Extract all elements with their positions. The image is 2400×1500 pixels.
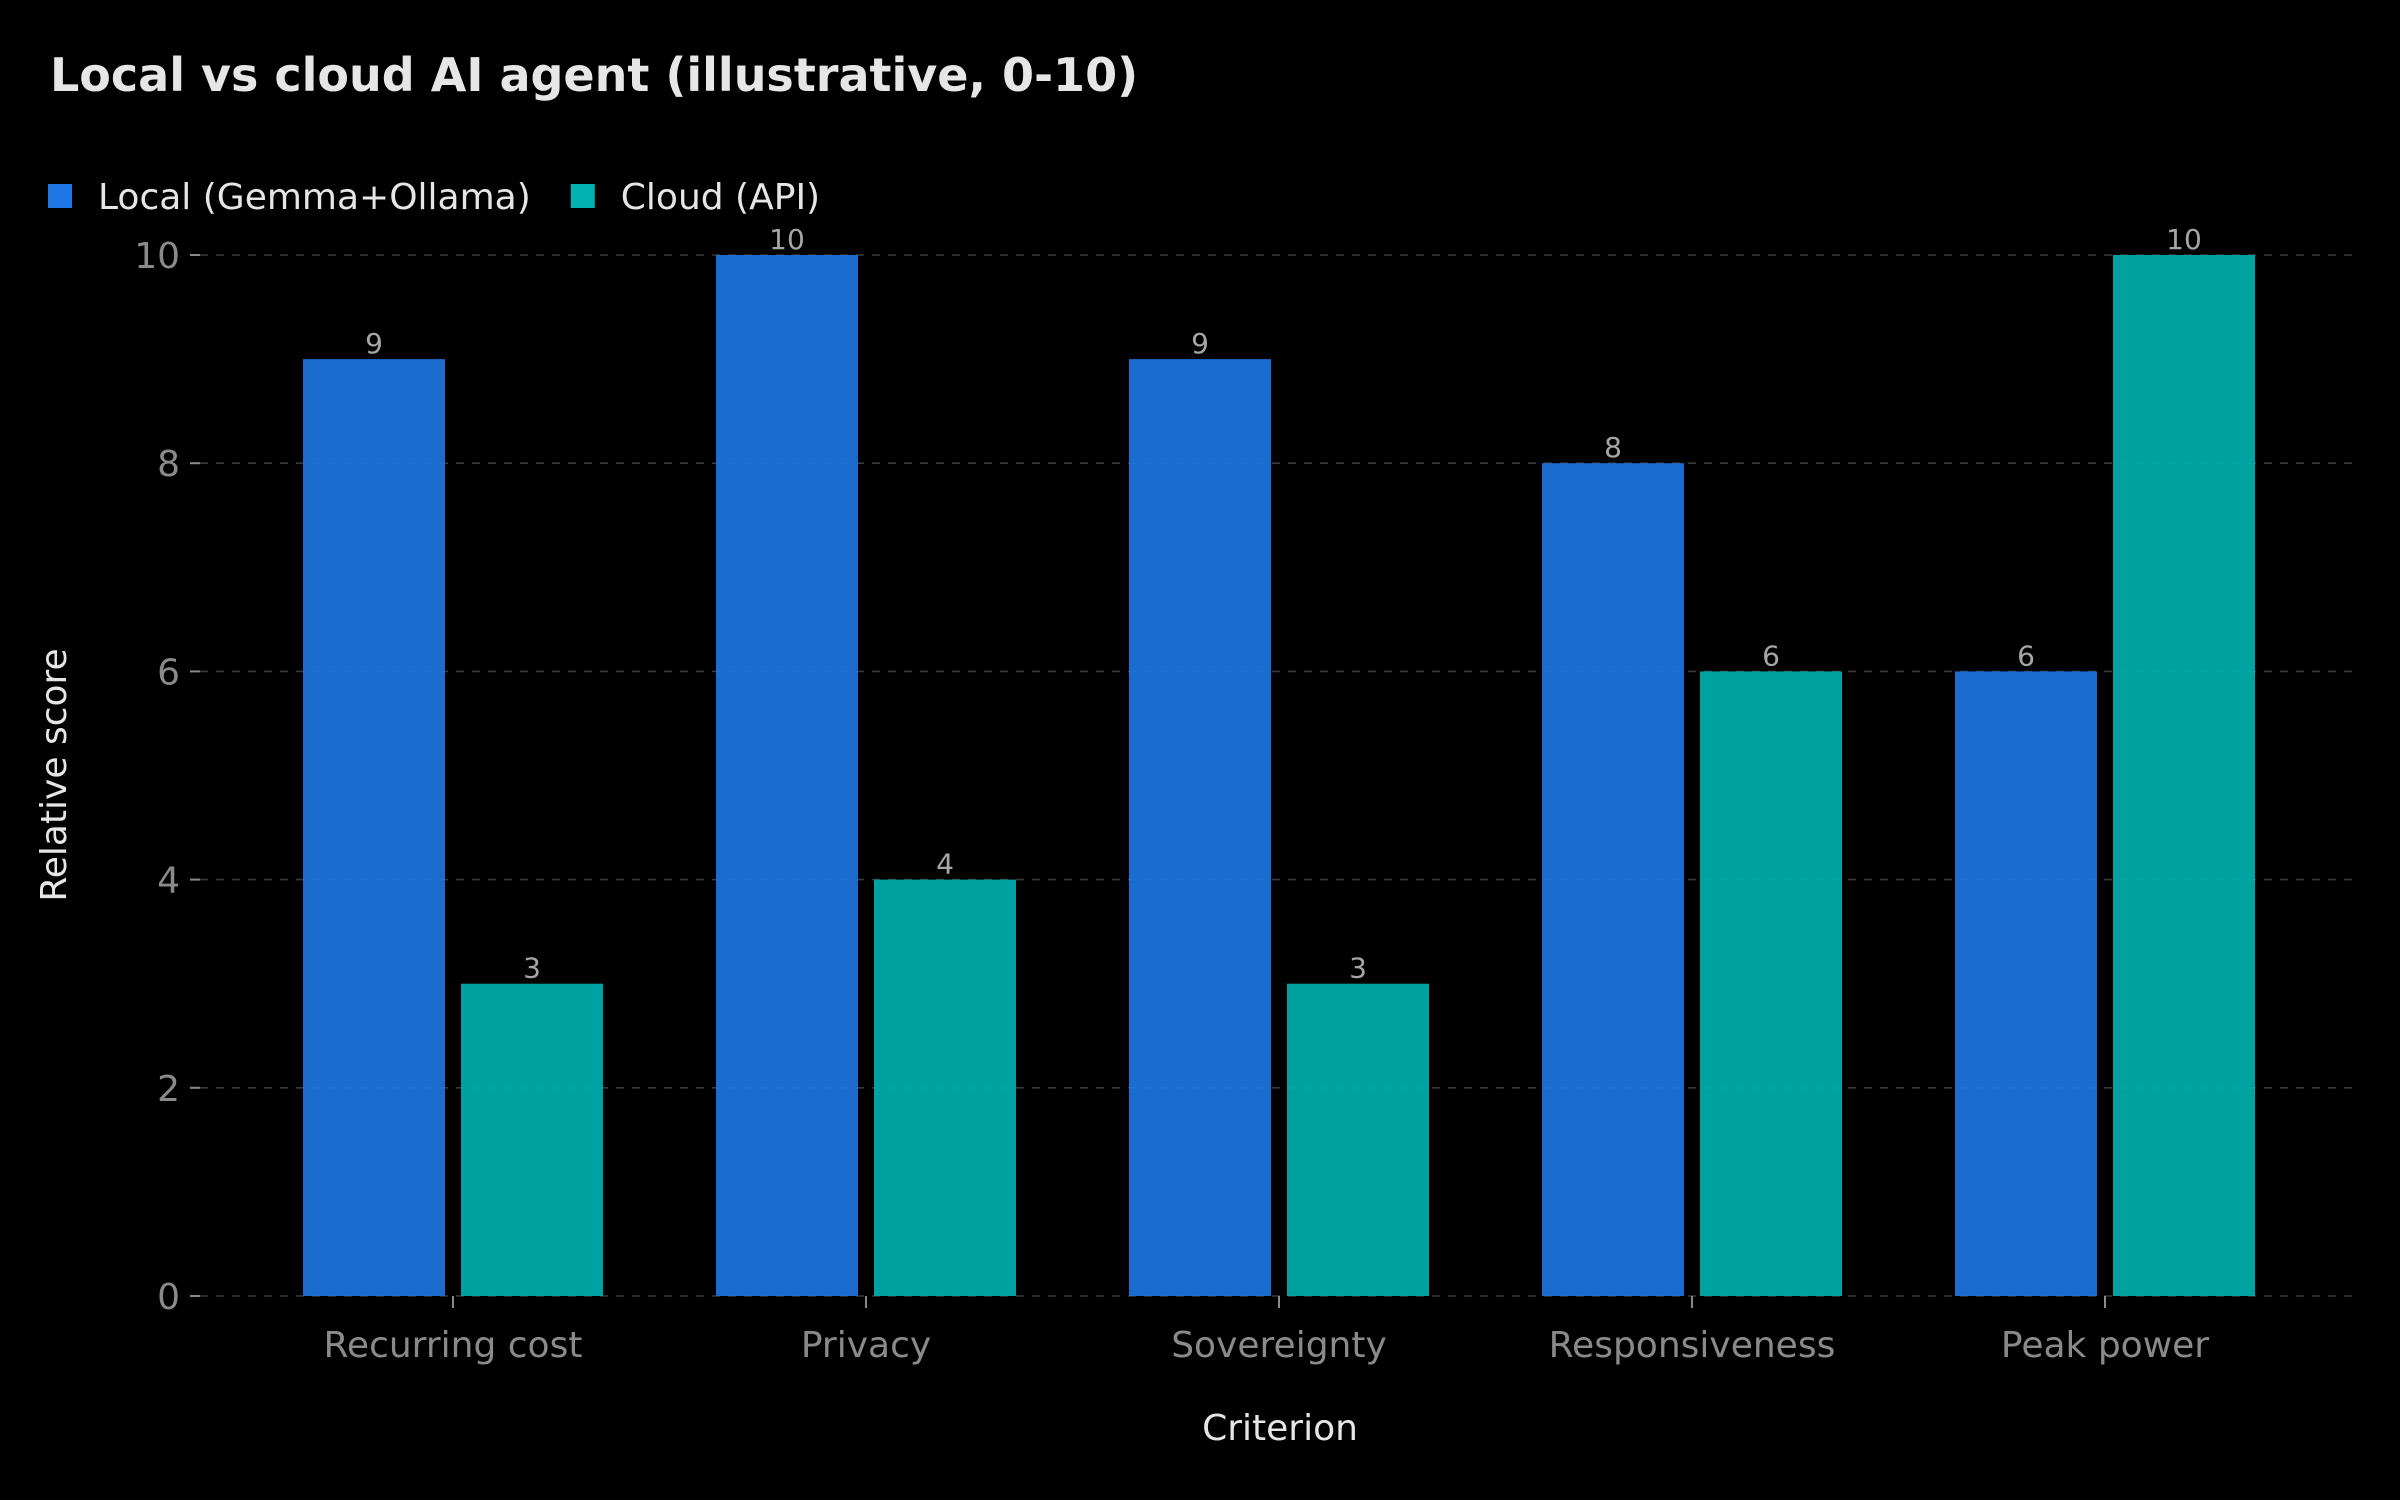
- bar: [461, 983, 603, 1296]
- y-tick-label: 2: [157, 1069, 180, 1110]
- x-tick-label: Sovereignty: [1171, 1325, 1387, 1366]
- y-tick-label: 6: [157, 652, 180, 693]
- bar: [303, 359, 445, 1297]
- bar: [716, 255, 858, 1296]
- data-label: 4: [936, 848, 954, 881]
- x-tick-label: Recurring cost: [324, 1325, 583, 1366]
- legend-swatch: [48, 184, 72, 208]
- chart-title: Local vs cloud AI agent (illustrative, 0…: [50, 48, 1139, 102]
- legend-label: Local (Gemma+Ollama): [98, 177, 531, 218]
- legend: Local (Gemma+Ollama) Cloud (API): [48, 177, 820, 218]
- data-label: 9: [365, 327, 383, 360]
- x-axis-label: Criterion: [1202, 1408, 1358, 1449]
- x-tick-label: Responsiveness: [1549, 1325, 1836, 1366]
- bar: [1287, 983, 1429, 1296]
- data-label: 8: [1604, 431, 1622, 464]
- x-axis-ticks: Recurring cost Privacy Sovereignty Responsi…: [324, 1296, 2209, 1366]
- x-tick-label: Peak power: [2001, 1325, 2209, 1366]
- y-axis-label: Relative score: [34, 648, 75, 901]
- legend-swatch: [570, 184, 595, 208]
- bar: [1542, 463, 1684, 1296]
- x-tick-label: Privacy: [801, 1325, 931, 1366]
- data-label: 10: [2166, 223, 2202, 256]
- bar: [1700, 671, 1842, 1296]
- bar: [874, 879, 1016, 1296]
- legend-label: Cloud (API): [621, 177, 820, 218]
- data-label: 10: [769, 223, 805, 256]
- y-tick-label: 8: [157, 444, 180, 485]
- data-label: 3: [1349, 952, 1367, 985]
- data-label: 6: [2017, 639, 2035, 672]
- y-axis-ticks: 0 2 4 6 8 10: [134, 236, 200, 1318]
- data-label: 6: [1762, 639, 1780, 672]
- data-label: 9: [1191, 327, 1209, 360]
- bars: 9 3 10 4 9 3 8 6 6 10: [303, 223, 2255, 1297]
- y-tick-label: 0: [157, 1277, 180, 1318]
- bar: [1129, 359, 1271, 1297]
- y-tick-label: 4: [157, 861, 180, 902]
- data-label: 3: [523, 952, 541, 985]
- y-tick-label: 10: [134, 236, 180, 277]
- bar: [1955, 671, 2097, 1296]
- bar: [2113, 255, 2255, 1296]
